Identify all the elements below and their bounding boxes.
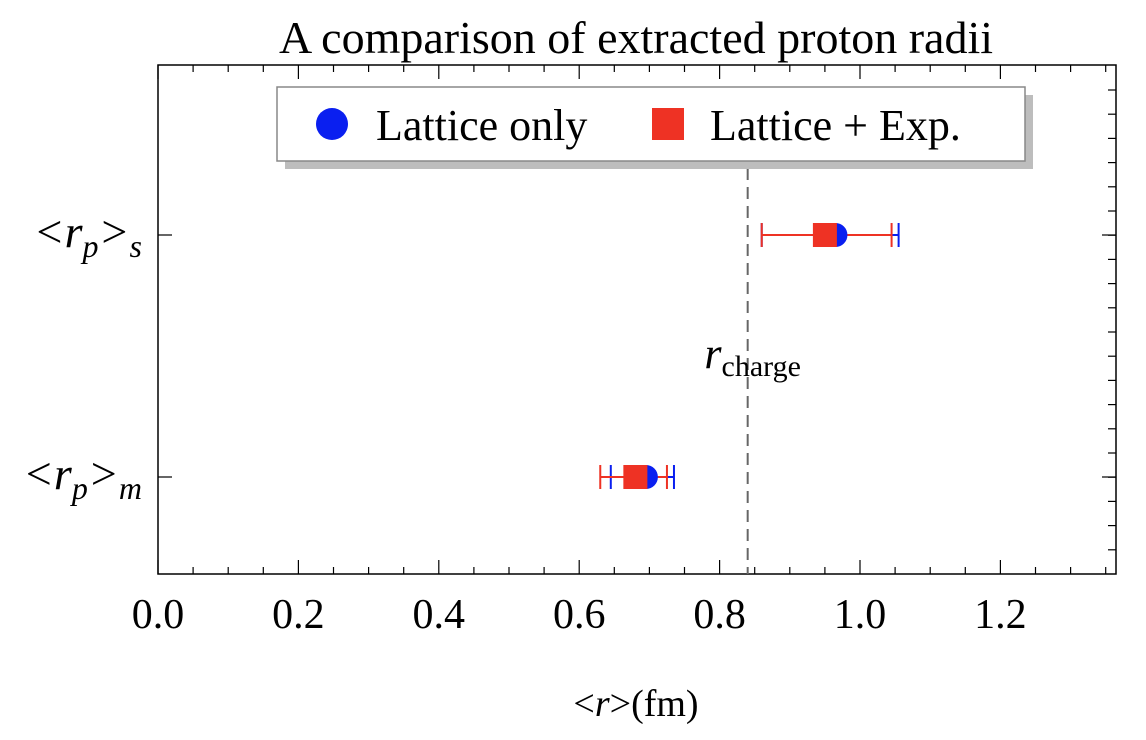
x-axis-label: <r>(fm) [573, 683, 698, 725]
data-points [599, 223, 900, 489]
x-tick-label: 1.0 [834, 592, 887, 638]
legend: Lattice only Lattice + Exp. [276, 86, 1033, 169]
y-axis-category-labels: <rp>s <rp>m [23, 206, 142, 506]
y-label-rp-m: <rp>m [23, 448, 142, 506]
reference-label-main: r [704, 329, 722, 378]
x-tick-label: 0.4 [413, 592, 466, 638]
legend-circle-marker [316, 108, 348, 140]
legend-label-lattice-exp: Lattice + Exp. [710, 101, 961, 150]
x-tick-label: 0.8 [693, 592, 746, 638]
chart-title: A comparison of extracted proton radii [279, 12, 993, 63]
x-axis-ticks [157, 65, 1107, 574]
reference-label-sub: charge [722, 350, 801, 383]
x-axis-tick-labels: 0.0 0.2 0.4 0.6 0.8 1.0 1.2 [132, 592, 1027, 638]
point-square [623, 465, 648, 489]
x-tick-label: 0.6 [553, 592, 606, 638]
legend-square-marker [652, 108, 684, 140]
x-tick-label: 1.2 [974, 592, 1027, 638]
x-tick-label: 0.0 [132, 592, 185, 638]
legend-label-lattice-only: Lattice only [376, 101, 587, 150]
x-tick-label: 0.2 [272, 592, 325, 638]
reference-line-label: rcharge [704, 329, 801, 383]
y-label-rp-s: <rp>s [34, 206, 142, 264]
right-axis-ticks [1108, 89, 1116, 551]
plot-frame [157, 64, 1117, 575]
legend-box [276, 86, 1026, 162]
point-square [812, 223, 837, 247]
y-axis-ticks [158, 234, 1116, 478]
